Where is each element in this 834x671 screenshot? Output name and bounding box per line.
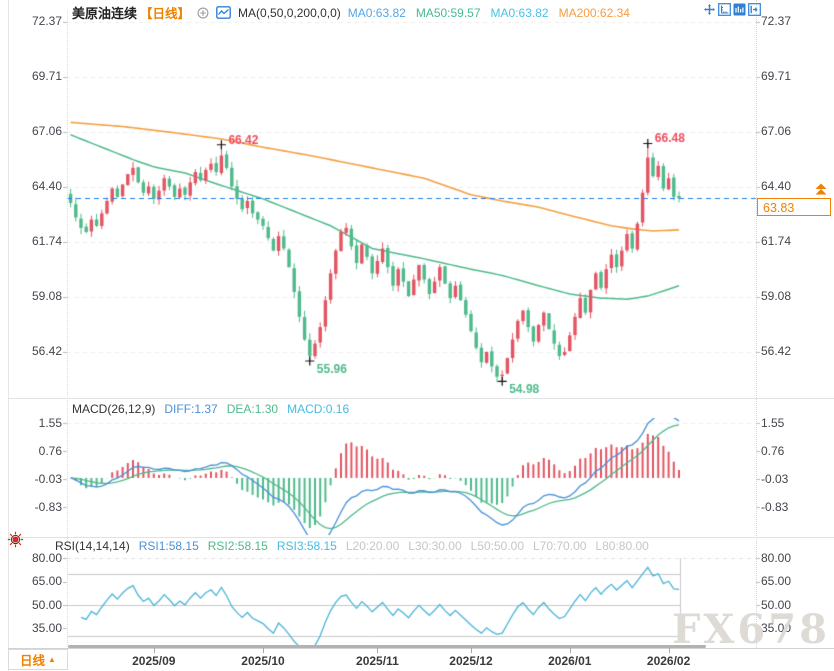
date-tick: [153, 648, 155, 653]
rsi-tick-label: 80.00: [31, 550, 62, 565]
macd-tick-label: -0.83: [34, 499, 62, 514]
axis-range-icon[interactable]: [718, 3, 731, 16]
date-label: 2025/09: [132, 654, 176, 668]
rsi-tick-label: 65.00: [31, 574, 62, 589]
macd-value: DEA:1.30: [226, 402, 279, 416]
rsi-values: RSI1:58.15 RSI2:58.15 RSI3:58.15: [139, 539, 337, 553]
add-indicator-icon[interactable]: [197, 7, 209, 19]
rsi-title: RSI(14,14,14): [55, 539, 130, 553]
rsi-value: RSI3:58.15: [276, 539, 337, 553]
rsi-level-label: L50:50.00: [470, 539, 525, 553]
macd-title: MACD(26,12,9): [72, 402, 156, 416]
up-triangle-icon: ▲: [48, 655, 56, 664]
date-tick: [668, 648, 670, 653]
price-tick-label: 72.37: [761, 14, 792, 29]
macd-tick-label: 0.76: [38, 443, 62, 458]
ma-value: MA50:59.57: [415, 5, 481, 20]
chart-header: 美原油连续 【日线】 MA(0,50,0,200,0,0) MA0:63.82 M…: [72, 3, 630, 22]
plot-left-border: [67, 10, 68, 647]
watermark: FX678: [672, 606, 830, 653]
price-tick-label: 67.06: [31, 124, 62, 138]
rsi-tick-label: 35.00: [31, 620, 62, 635]
date-label: 2025/10: [241, 654, 285, 668]
macd-value: DIFF:1.37: [164, 402, 218, 416]
chart-type-icon[interactable]: [216, 6, 231, 19]
h-scrollbar-thumb[interactable]: [68, 645, 706, 648]
macd-tick-label: 1.55: [761, 415, 785, 430]
panel-divider: [8, 398, 834, 399]
date-label: 2026/01: [548, 654, 592, 668]
macd-tick-label: -0.03: [34, 471, 62, 486]
date-label: 2025/12: [449, 654, 493, 668]
date-tick: [471, 648, 472, 653]
chart-toolbar: [703, 3, 761, 16]
price-tick-label: 72.37: [31, 14, 62, 29]
macd-values: DIFF:1.37 DEA:1.30 MACD:0.16: [164, 402, 349, 416]
ma-value: MA200:62.34: [558, 5, 630, 20]
chart-style-icon[interactable]: [733, 3, 746, 16]
rsi-value: RSI1:58.15: [138, 539, 199, 553]
rsi-level-labels: L20:20.00 L30:30.00 L50:50.00 L70:70.00 L80:…: [346, 539, 649, 553]
rsi-tick-label: 35.00: [761, 620, 792, 635]
macd-tick-label: 0.76: [761, 443, 785, 458]
price-tick-label: 59.08: [31, 289, 62, 303]
live-blink-icon[interactable]: [7, 531, 24, 548]
left-edge-divider: [8, 0, 9, 671]
price-tick-label: 69.71: [761, 69, 792, 84]
price-tick-label: 61.74: [31, 234, 62, 248]
macd-value: MACD:0.16: [287, 402, 350, 416]
price-tick-label: 61.74: [761, 234, 792, 248]
rsi-tick-label: 50.00: [761, 597, 792, 612]
period-selector[interactable]: 日线 ▲: [8, 649, 68, 670]
plot-right-border: [756, 0, 757, 648]
price-alert-arrows-icon: [815, 183, 827, 195]
move-icon[interactable]: [703, 3, 716, 16]
symbol-title: 美原油连续: [72, 6, 138, 21]
macd-tick-label: -0.03: [761, 471, 789, 486]
ma-value: MA0:63.82: [490, 5, 549, 20]
rsi-header: RSI(14,14,14) RSI1:58.15 RSI2:58.15 RSI3:5…: [55, 539, 649, 553]
period-tag: 【日线】: [140, 7, 191, 21]
macd-tick-label: 1.55: [38, 415, 62, 430]
rsi-level-label: L70:70.00: [533, 539, 587, 553]
macd-tick-label: -0.83: [761, 499, 789, 514]
date-tick: [377, 648, 379, 653]
panel-divider: [8, 648, 834, 649]
price-tick-label: 67.06: [761, 124, 792, 138]
rsi-level-label: L30:30.00: [408, 539, 462, 553]
date-tick: [263, 648, 264, 653]
rsi-tick-label: 65.00: [761, 574, 792, 589]
macd-header: MACD(26,12,9) DIFF:1.37 DEA:1.30 MACD:0.16: [72, 402, 349, 416]
date-label: 2025/11: [356, 654, 399, 668]
panel-divider: [8, 537, 834, 538]
rsi-value: RSI2:58.15: [207, 539, 268, 553]
price-tick-label: 56.42: [31, 344, 62, 358]
rsi-tick-label: 50.00: [31, 597, 62, 612]
ma-values: MA0:63.82 MA50:59.57 MA0:63.82 MA200:62.34: [348, 6, 630, 20]
price-tick-label: 59.08: [761, 289, 792, 303]
date-label: 2026/02: [646, 654, 691, 668]
ma-formula: MA(0,50,0,200,0,0): [238, 5, 341, 20]
ma-value: MA0:63.82: [347, 5, 406, 20]
date-tick: [569, 648, 571, 653]
rsi-level-label: L20:20.00: [345, 539, 400, 553]
rsi-tick-label: 80.00: [761, 550, 792, 565]
last-price-value: 63.83: [763, 201, 795, 215]
price-tick-label: 64.40: [761, 179, 792, 193]
rsi-level-label: L80:80.00: [595, 539, 649, 553]
pan-right-icon[interactable]: [748, 3, 761, 16]
last-price-box: 63.83: [757, 198, 831, 216]
price-tick-label: 56.42: [761, 344, 792, 358]
period-selector-label: 日线: [20, 654, 46, 668]
price-tick-label: 69.71: [31, 69, 62, 84]
price-tick-label: 64.40: [31, 179, 62, 193]
